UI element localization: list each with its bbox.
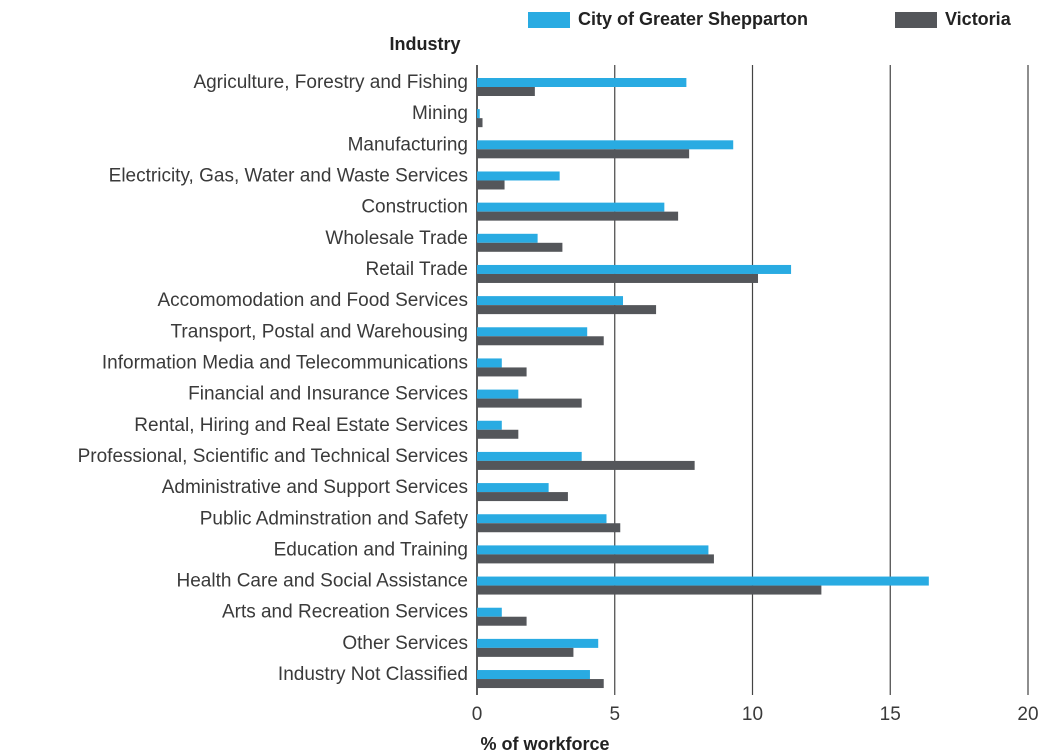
bar (477, 554, 714, 564)
y-tick-label: Manufacturing (348, 134, 468, 155)
bar (477, 451, 582, 461)
x-tick-label: 15 (880, 704, 901, 725)
y-tick-label: Rental, Hiring and Real Estate Services (134, 415, 468, 436)
bar (477, 305, 657, 315)
bar (477, 211, 679, 221)
legend-swatch (528, 12, 570, 28)
bar (477, 670, 590, 680)
y-tick-label: Health Care and Social Assistance (177, 571, 469, 592)
bar (477, 358, 502, 368)
y-tick-label: Accomomodation and Food Services (158, 290, 469, 311)
y-tick-label: Administrative and Support Services (162, 477, 468, 498)
y-tick-label: Information Media and Telecommunications (102, 352, 468, 373)
bar (477, 607, 502, 617)
bar (477, 389, 519, 399)
bar (477, 180, 505, 190)
bar (477, 149, 690, 159)
bar (477, 264, 792, 274)
x-tick-label: 0 (472, 704, 483, 725)
x-tick-label: 5 (609, 704, 620, 725)
bar (477, 616, 527, 626)
bar (477, 514, 607, 524)
bar (477, 78, 687, 87)
bar (477, 118, 483, 128)
bar (477, 87, 535, 96)
legend-label: City of Greater Shepparton (578, 9, 808, 29)
bar (477, 109, 480, 119)
bar (477, 492, 568, 502)
y-tick-label: Professional, Scientific and Technical S… (78, 446, 468, 467)
x-axis-title: % of workforce (480, 734, 609, 754)
bar (477, 647, 574, 657)
bar (477, 398, 582, 408)
bar (477, 679, 604, 689)
y-tick-label: Public Adminstration and Safety (200, 508, 469, 529)
y-tick-label: Industry Not Classified (278, 664, 468, 685)
bar (477, 420, 502, 430)
y-tick-label: Agriculture, Forestry and Fishing (193, 72, 468, 93)
bar (477, 336, 604, 346)
bar (477, 242, 563, 252)
bar (477, 483, 549, 493)
bar (477, 545, 709, 555)
bar (477, 638, 599, 648)
bar (477, 327, 588, 337)
bar (477, 233, 538, 243)
bar (477, 585, 822, 595)
y-tick-label: Wholesale Trade (325, 228, 468, 249)
bar (477, 367, 527, 377)
bar (477, 296, 624, 306)
bar (477, 202, 665, 212)
y-tick-label: Education and Training (274, 539, 468, 560)
legend-label: Victoria (945, 9, 1012, 29)
bar (477, 171, 560, 181)
legend-swatch (895, 12, 937, 28)
y-tick-label: Arts and Recreation Services (222, 602, 468, 623)
y-tick-label: Financial and Insurance Services (188, 384, 468, 405)
bar (477, 140, 734, 150)
bar (477, 523, 621, 533)
y-tick-label: Transport, Postal and Warehousing (171, 321, 468, 342)
x-tick-label: 10 (742, 704, 763, 725)
y-tick-label: Retail Trade (366, 259, 468, 280)
bar (477, 273, 759, 283)
y-axis-title: Industry (389, 34, 460, 54)
y-tick-label: Construction (361, 197, 468, 218)
bar (477, 460, 695, 470)
x-tick-label: 20 (1017, 704, 1038, 725)
y-tick-label: Other Services (342, 633, 468, 654)
bar (477, 429, 519, 439)
y-tick-label: Mining (412, 103, 468, 124)
bar (477, 576, 929, 586)
y-tick-label: Electricity, Gas, Water and Waste Servic… (109, 165, 468, 186)
